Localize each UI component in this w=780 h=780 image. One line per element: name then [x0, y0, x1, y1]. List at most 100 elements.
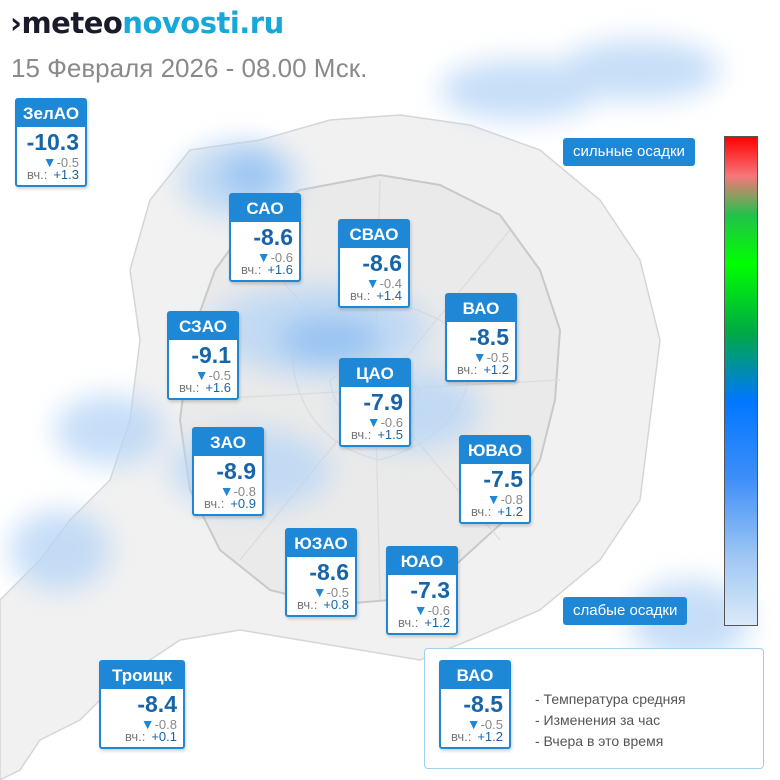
- district-change: ▼-0.5: [467, 716, 503, 732]
- change-value: -0.5: [326, 585, 349, 600]
- change-value: -0.5: [208, 368, 231, 383]
- district-yesterday: вч.: +1.2: [457, 362, 509, 377]
- district-yesterday: вч.: +1.4: [350, 288, 402, 303]
- scale-label-heavy: сильные осадки: [563, 138, 695, 166]
- yesterday-label: вч.:: [297, 597, 318, 612]
- district-card-zao: ЗАО -8.9 ▼-0.8 вч.: +0.9: [192, 427, 264, 516]
- yesterday-value: +1.3: [53, 167, 79, 182]
- yesterday-value: +1.4: [376, 288, 402, 303]
- district-temp: -8.5: [463, 691, 503, 717]
- change-value: -0.5: [480, 717, 503, 732]
- district-card-yuvao: ЮВАО -7.5 ▼-0.8 вч.: +1.2: [459, 435, 531, 524]
- yesterday-label: вч.:: [451, 729, 472, 744]
- district-change: ▼-0.4: [366, 275, 402, 291]
- legend-item-yesterday: - Вчера в это время: [535, 733, 664, 749]
- yesterday-value: +0.8: [323, 597, 349, 612]
- district-name: ЮЗАО: [287, 530, 355, 557]
- district-card-yuzao: ЮЗАО -8.6 ▼-0.5 вч.: +0.8: [285, 528, 357, 617]
- precipitation-scale-bar: [724, 136, 758, 626]
- yesterday-label: вч.:: [457, 362, 478, 377]
- down-triangle-icon: ▼: [140, 716, 155, 732]
- district-temp: -8.9: [216, 458, 256, 484]
- down-triangle-icon: ▼: [219, 483, 234, 499]
- district-card-vao: ВАО -8.5 ▼-0.5 вч.: +1.2: [445, 293, 517, 382]
- district-card-zelao: ЗелАО -10.3 ▼-0.5 вч.: +1.3: [15, 98, 87, 187]
- district-name: ЮВАО: [461, 437, 529, 464]
- change-value: -0.6: [380, 415, 403, 430]
- logo-part-meteo: meteo: [21, 6, 123, 40]
- change-value: -0.5: [486, 350, 509, 365]
- yesterday-value: +1.6: [205, 380, 231, 395]
- district-change: ▼-0.6: [367, 414, 403, 430]
- yesterday-label: вч.:: [351, 427, 372, 442]
- district-card-yuao: ЮАО -7.3 ▼-0.6 вч.: +1.2: [386, 546, 458, 635]
- district-temp: -7.3: [410, 577, 450, 603]
- yesterday-label: вч.:: [125, 729, 146, 744]
- yesterday-label: вч.:: [27, 167, 48, 182]
- district-change: ▼-0.6: [257, 249, 293, 265]
- yesterday-label: вч.:: [398, 615, 419, 630]
- district-card-svao: СВАО -8.6 ▼-0.4 вч.: +1.4: [338, 219, 410, 308]
- date-time-subtitle: 15 Февраля 2026 - 08.00 Мск.: [11, 53, 368, 83]
- change-value: -0.6: [270, 250, 293, 265]
- scale-label-light: слабые осадки: [563, 597, 688, 625]
- district-temp: -8.6: [309, 559, 349, 585]
- district-temp: -8.6: [362, 250, 402, 276]
- district-name: ВАО: [441, 662, 509, 689]
- yesterday-value: +1.2: [477, 729, 503, 744]
- district-card-tsao: ЦАО -7.9 ▼-0.6 вч.: +1.5: [339, 358, 411, 447]
- down-triangle-icon: ▼: [42, 154, 57, 170]
- legend-item-avg-temp: - Температура средняя: [535, 691, 686, 707]
- yesterday-label: вч.:: [204, 496, 225, 511]
- district-temp: -7.9: [363, 389, 403, 415]
- district-card-szao: СЗАО -9.1 ▼-0.5 вч.: +1.6: [167, 311, 239, 400]
- down-triangle-icon: ▼: [466, 716, 481, 732]
- logo-mark: ›: [10, 6, 22, 40]
- district-card-sao: САО -8.6 ▼-0.6 вч.: +1.6: [229, 193, 301, 282]
- logo-part-novosti: novosti.ru: [122, 6, 284, 40]
- district-yesterday: вч.: +0.9: [204, 496, 256, 511]
- district-change: ▼-0.8: [141, 716, 177, 732]
- district-yesterday: вч.: +1.2: [398, 615, 450, 630]
- district-name: СВАО: [340, 221, 408, 248]
- district-temp: -9.1: [191, 342, 231, 368]
- legend-items: - Температура средняя - Изменения за час…: [535, 689, 686, 752]
- district-change: ▼-0.8: [487, 491, 523, 507]
- down-triangle-icon: ▼: [472, 349, 487, 365]
- site-logo[interactable]: ›meteonovosti.ru: [10, 6, 284, 40]
- yesterday-value: +1.2: [424, 615, 450, 630]
- district-yesterday: вч.: +1.6: [241, 262, 293, 277]
- district-name: СЗАО: [169, 313, 237, 340]
- district-yesterday: вч.: +1.6: [179, 380, 231, 395]
- yesterday-value: +1.2: [483, 362, 509, 377]
- district-yesterday: вч.: +1.2: [471, 504, 523, 519]
- yesterday-value: +0.9: [230, 496, 256, 511]
- district-name: САО: [231, 195, 299, 222]
- district-yesterday: вч.: +1.2: [451, 729, 503, 744]
- district-change: ▼-0.6: [414, 602, 450, 618]
- district-change: ▼-0.5: [473, 349, 509, 365]
- down-triangle-icon: ▼: [413, 602, 428, 618]
- change-value: -0.5: [56, 155, 79, 170]
- change-value: -0.4: [379, 276, 402, 291]
- down-triangle-icon: ▼: [486, 491, 501, 507]
- district-temp: -7.5: [483, 466, 523, 492]
- district-yesterday: вч.: +0.1: [125, 729, 177, 744]
- district-temp: -8.5: [469, 324, 509, 350]
- district-temp: -8.4: [137, 691, 177, 717]
- yesterday-value: +1.5: [377, 427, 403, 442]
- down-triangle-icon: ▼: [194, 367, 209, 383]
- district-name: ЗАО: [194, 429, 262, 456]
- yesterday-value: +1.6: [267, 262, 293, 277]
- district-yesterday: вч.: +1.5: [351, 427, 403, 442]
- district-name: ВАО: [447, 295, 515, 322]
- district-yesterday: вч.: +1.3: [27, 167, 79, 182]
- district-name: ЗелАО: [17, 100, 85, 127]
- district-yesterday: вч.: +0.8: [297, 597, 349, 612]
- yesterday-label: вч.:: [241, 262, 262, 277]
- district-change: ▼-0.5: [43, 154, 79, 170]
- district-change: ▼-0.8: [220, 483, 256, 499]
- legend-item-hourly-change: - Изменения за час: [535, 712, 661, 728]
- legend-panel: ВАО -8.5 ▼-0.5 вч.: +1.2 - Температура ср…: [424, 648, 764, 769]
- down-triangle-icon: ▼: [365, 275, 380, 291]
